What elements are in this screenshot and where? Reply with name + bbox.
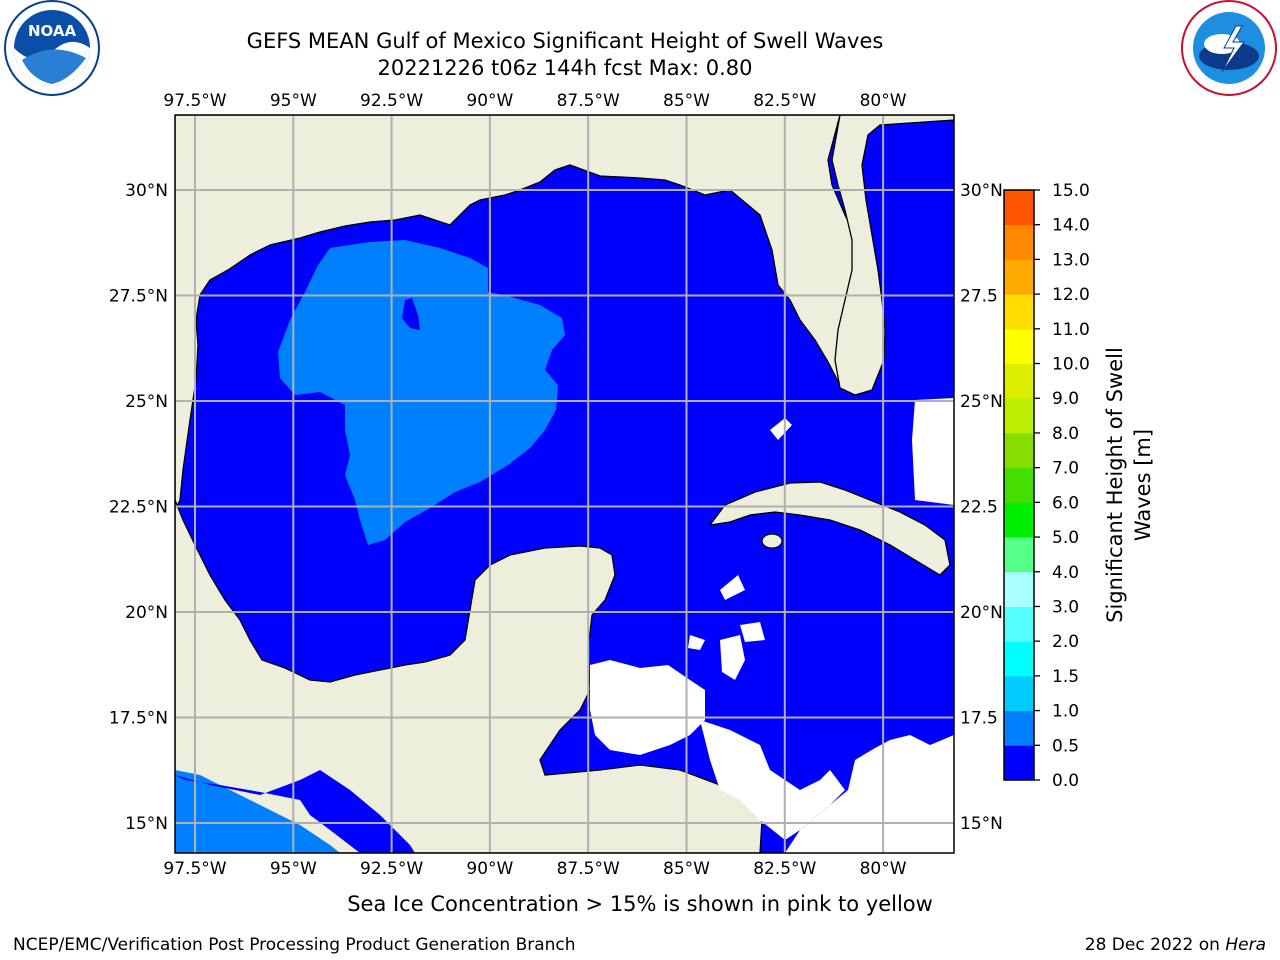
ice-free-caribbean-nw xyxy=(688,575,765,680)
swell-region-pacific xyxy=(175,770,340,853)
land-isla-juventud xyxy=(761,533,783,549)
lon-label-top-92-5-w: 92.5°W xyxy=(360,91,423,111)
colorbar-tick-label-1-5: 1.5 xyxy=(1052,667,1079,687)
footer-credit: NCEP/EMC/Verification Post Processing Pr… xyxy=(13,935,576,955)
lon-tick-labels-bottom: 97.5°W 95°W 92.5°W 90°W 87.5°W 85°W 82.5°W 80°W xyxy=(163,859,906,879)
ice-free-yucatan-east xyxy=(590,660,705,755)
lat-label-right-27-5: 27.5 xyxy=(960,287,998,307)
colorbar-tick-label-5-0: 5.0 xyxy=(1052,528,1079,548)
colorbar-segment-8 xyxy=(1004,467,1034,503)
colorbar: 0.0 0.5 1.0 1.5 2.0 3.0 4.0 5.0 6.0 7.0 8.0 9.0 10.0… xyxy=(1003,181,1090,791)
ice-free-florida-keys xyxy=(770,398,954,505)
colorbar-tick-label-6-0: 6.0 xyxy=(1052,493,1079,513)
colorbar-segment-7 xyxy=(1004,502,1034,538)
lon-label-bottom-87-5-w: 87.5°W xyxy=(557,859,620,879)
land-cuba xyxy=(708,481,951,576)
colorbar-segment-11 xyxy=(1004,363,1034,399)
colorbar-label-line1: Significant Height of Swell xyxy=(1103,347,1127,623)
colorbar-segment-14 xyxy=(1004,259,1034,295)
lon-label-bottom-95-w: 95°W xyxy=(270,859,317,879)
lon-label-top-82-5-w: 82.5°W xyxy=(753,91,816,111)
lat-label-right-22-5: 22.5 xyxy=(960,498,998,518)
colorbar-tick-label-14-0: 14.0 xyxy=(1052,216,1090,236)
lat-label-right-25-n: 25°N xyxy=(960,392,1003,412)
sea-ice-note: Sea Ice Concentration > 15% is shown in … xyxy=(347,892,933,916)
lon-label-bottom-92-5-w: 92.5°W xyxy=(360,859,423,879)
lat-label-left-25-n: 25°N xyxy=(125,392,168,412)
land-florida xyxy=(831,115,954,396)
swell-region-gulf-hondo xyxy=(402,298,420,330)
colorbar-tick-label-9-0: 9.0 xyxy=(1052,389,1079,409)
lon-label-bottom-80-w: 80°W xyxy=(860,859,907,879)
lat-tick-labels-left: 30°N 27.5°N 25°N 22.5°N 20°N 17.5°N 15°N xyxy=(109,181,168,834)
lat-label-right-20-n: 20°N xyxy=(960,603,1003,623)
chart-title: GEFS MEAN Gulf of Mexico Significant Hei… xyxy=(247,29,884,53)
colorbar-segment-6 xyxy=(1004,537,1034,573)
colorbar-tick-label-12-0: 12.0 xyxy=(1052,285,1090,305)
colorbar-segment-16 xyxy=(1004,190,1034,226)
lat-label-right-30-n: 30°N xyxy=(960,181,1003,201)
lat-label-right-15-n: 15°N xyxy=(960,814,1003,834)
colorbar-tick-label-3-0: 3.0 xyxy=(1052,597,1079,617)
map-frame xyxy=(174,114,955,854)
colorbar-tick-label-13-0: 13.0 xyxy=(1052,250,1090,270)
colorbar-segment-4 xyxy=(1004,606,1034,642)
ice-free-caribbean-mid xyxy=(700,720,845,840)
lon-label-bottom-85-w: 85°W xyxy=(663,859,710,879)
lon-label-bottom-97-5-w: 97.5°W xyxy=(163,859,226,879)
colorbar-tick-label-11-0: 11.0 xyxy=(1052,320,1090,340)
colorbar-frame xyxy=(1003,189,1035,781)
lat-label-left-30-n: 30°N xyxy=(125,181,168,201)
colorbar-segment-1 xyxy=(1004,710,1034,746)
colorbar-tick-label-2-0: 2.0 xyxy=(1052,632,1079,652)
colorbar-tick-label-0-5: 0.5 xyxy=(1052,736,1079,756)
colorbar-tick-label-15-0: 15.0 xyxy=(1052,181,1090,201)
lon-label-bottom-82-5-w: 82.5°W xyxy=(753,859,816,879)
lat-tick-labels-right: 30°N 27.5 25°N 22.5 20°N 17.5 15°N xyxy=(960,181,1003,834)
colorbar-segment-3 xyxy=(1004,641,1034,677)
lat-label-right-17-5: 17.5 xyxy=(960,709,998,729)
colorbar-tick-label-8-0: 8.0 xyxy=(1052,424,1079,444)
noaa-logo: NOAA xyxy=(4,0,100,96)
colorbar-segment-2 xyxy=(1004,675,1034,712)
lat-label-left-17-5-n: 17.5°N xyxy=(109,709,168,729)
swell-region-0-5-1-0 xyxy=(278,240,565,545)
lon-label-top-87-5-w: 87.5°W xyxy=(557,91,620,111)
lon-label-bottom-90-w: 90°W xyxy=(466,859,513,879)
land-mexico xyxy=(175,499,763,853)
footer-machine: Hera xyxy=(1225,935,1266,955)
colorbar-segment-13 xyxy=(1004,294,1034,330)
lon-label-top-97-5-w: 97.5°W xyxy=(163,91,226,111)
lat-label-left-22-5-n: 22.5°N xyxy=(109,498,168,518)
lon-tick-labels-top: 97.5°W 95°W 92.5°W 90°W 87.5°W 85°W 82.5°W 80°W xyxy=(163,91,906,111)
colorbar-tick-label-7-0: 7.0 xyxy=(1052,459,1079,479)
colorbar-tick-label-4-0: 4.0 xyxy=(1052,563,1079,583)
colorbar-segment-15 xyxy=(1004,224,1034,260)
colorbar-segment-10 xyxy=(1004,398,1034,434)
colorbar-segment-9 xyxy=(1004,432,1034,469)
lon-label-top-90-w: 90°W xyxy=(466,91,513,111)
lon-label-top-95-w: 95°W xyxy=(270,91,317,111)
swell-region-pacific-low xyxy=(175,770,415,853)
lon-label-top-80-w: 80°W xyxy=(860,91,907,111)
lat-label-left-27-5-n: 27.5°N xyxy=(109,287,168,307)
lon-label-top-85-w: 85°W xyxy=(663,91,710,111)
colorbar-tick-label-10-0: 10.0 xyxy=(1052,355,1090,375)
colorbar-tick-label-1-0: 1.0 xyxy=(1052,702,1079,722)
colorbar-tick-label-0-0: 0.0 xyxy=(1052,771,1079,791)
noaa-logo-text: NOAA xyxy=(28,22,77,40)
nws-logo xyxy=(1181,0,1277,96)
lat-label-left-20-n: 20°N xyxy=(125,603,168,623)
graticule xyxy=(175,115,954,853)
colorbar-segment-0 xyxy=(1004,745,1034,781)
lat-label-left-15-n: 15°N xyxy=(125,814,168,834)
map-panel xyxy=(175,115,954,853)
footer-date: 28 Dec 2022 on Hera xyxy=(1085,935,1266,955)
chart-subtitle: 20221226 t06z 144h fcst Max: 0.80 xyxy=(378,56,753,80)
colorbar-segment-5 xyxy=(1004,571,1034,607)
footer-date-text: 28 Dec 2022 on xyxy=(1085,935,1220,955)
colorbar-label-line2: Waves [m] xyxy=(1131,429,1155,541)
colorbar-segment-12 xyxy=(1004,328,1034,365)
